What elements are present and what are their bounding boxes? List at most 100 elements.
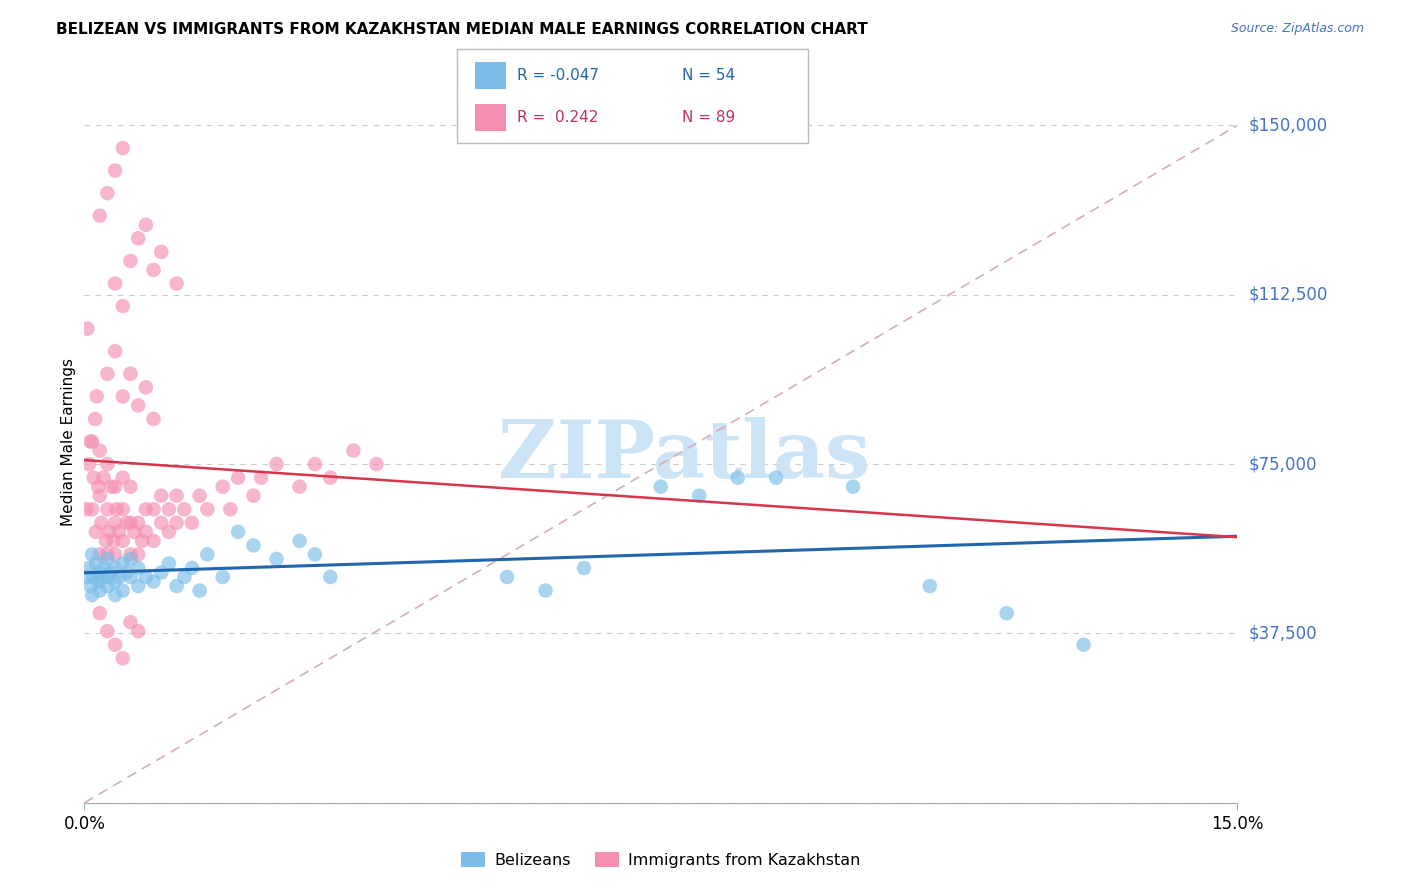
Point — [86, 389, 108, 403]
Point — [93, 561, 115, 575]
Point — [120, 480, 142, 494]
Legend: Belizeans, Immigrants from Kazakhstan: Belizeans, Immigrants from Kazakhstan — [454, 846, 868, 874]
Point — [173, 502, 195, 516]
Point — [150, 516, 173, 530]
Point — [266, 457, 288, 471]
Point — [104, 163, 127, 178]
Point — [211, 480, 233, 494]
Text: ZIPatlas: ZIPatlas — [498, 417, 870, 495]
Point — [650, 480, 672, 494]
Point — [80, 434, 103, 449]
Point — [84, 557, 107, 571]
Point — [89, 583, 111, 598]
Point — [104, 561, 127, 575]
Point — [111, 502, 134, 516]
Point — [842, 480, 865, 494]
Point — [111, 389, 134, 403]
Point — [688, 489, 710, 503]
Point — [96, 548, 118, 562]
Point — [89, 489, 111, 503]
Point — [83, 570, 105, 584]
Point — [79, 434, 101, 449]
Point — [181, 561, 204, 575]
Point — [89, 566, 111, 580]
Point — [96, 186, 118, 201]
Point — [93, 470, 115, 484]
Point — [142, 533, 165, 548]
Text: R = -0.047: R = -0.047 — [517, 68, 599, 83]
Point — [195, 548, 218, 562]
Point — [288, 480, 311, 494]
Point — [96, 502, 118, 516]
Point — [96, 552, 118, 566]
Point — [226, 470, 249, 484]
Point — [157, 524, 180, 539]
Point — [195, 502, 218, 516]
Text: $112,500: $112,500 — [1249, 285, 1327, 304]
Point — [108, 570, 131, 584]
Point — [111, 141, 134, 155]
Point — [166, 516, 188, 530]
Point — [79, 579, 101, 593]
Point — [1073, 638, 1095, 652]
Point — [135, 380, 157, 394]
Point — [304, 548, 326, 562]
Point — [76, 321, 98, 335]
Point — [120, 367, 142, 381]
Point — [105, 502, 128, 516]
Point — [918, 579, 941, 593]
Point — [111, 583, 134, 598]
Text: N = 89: N = 89 — [682, 111, 735, 126]
Y-axis label: Median Male Earnings: Median Male Earnings — [60, 358, 76, 525]
Text: $37,500: $37,500 — [1249, 624, 1317, 642]
Point — [96, 579, 118, 593]
Point — [84, 524, 107, 539]
Point — [84, 412, 107, 426]
Point — [319, 570, 342, 584]
Point — [104, 548, 127, 562]
Point — [94, 533, 117, 548]
Point — [288, 533, 311, 548]
Point — [80, 588, 103, 602]
Point — [111, 533, 134, 548]
Point — [304, 457, 326, 471]
Point — [111, 557, 134, 571]
Point — [572, 561, 595, 575]
Point — [135, 570, 157, 584]
Point — [108, 524, 131, 539]
Point — [142, 574, 165, 589]
Point — [96, 367, 118, 381]
Text: $150,000: $150,000 — [1249, 117, 1327, 135]
Text: Source: ZipAtlas.com: Source: ZipAtlas.com — [1230, 22, 1364, 36]
Point — [120, 516, 142, 530]
Point — [534, 583, 557, 598]
Point — [104, 480, 127, 494]
Point — [142, 412, 165, 426]
Point — [111, 299, 134, 313]
Point — [166, 277, 188, 291]
Point — [90, 570, 112, 584]
Point — [219, 502, 242, 516]
Point — [96, 624, 118, 639]
Point — [366, 457, 388, 471]
Point — [127, 579, 149, 593]
Point — [83, 470, 105, 484]
Point — [150, 244, 173, 259]
Point — [142, 263, 165, 277]
Point — [242, 538, 264, 552]
Point — [120, 570, 142, 584]
Point — [104, 344, 127, 359]
Point — [319, 470, 342, 484]
Point — [96, 570, 118, 584]
Point — [120, 253, 142, 268]
Point — [995, 606, 1018, 620]
Point — [157, 557, 180, 571]
Point — [104, 277, 127, 291]
Point — [727, 470, 749, 484]
Point — [127, 548, 149, 562]
Point — [89, 606, 111, 620]
Point — [76, 570, 98, 584]
Point — [87, 574, 110, 589]
Point — [135, 502, 157, 516]
Point — [96, 457, 118, 471]
